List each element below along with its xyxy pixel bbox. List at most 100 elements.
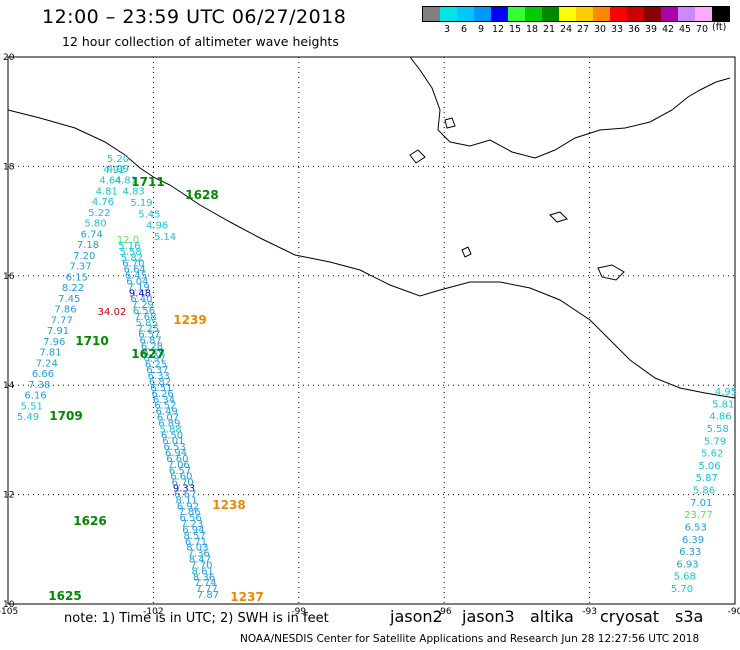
legend-label: 30 (593, 24, 607, 35)
swh-label: 5.06 (698, 461, 720, 472)
lon-tick-label: -90 (728, 607, 740, 617)
swh-label: 6.39 (682, 535, 704, 546)
legend-swatch (678, 7, 695, 21)
lake-outline (409, 149, 426, 164)
swh-label: 5.81 (712, 399, 734, 410)
page-subtitle: 12 hour collection of altimeter wave hei… (62, 34, 339, 49)
lat-tick-label: 10 (3, 600, 15, 610)
lon-tick-label: -105 (0, 607, 18, 617)
swh-label: 7.06 (168, 460, 190, 471)
pass-time-label: 1628 (185, 188, 218, 202)
swh-label: 6.60 (170, 472, 192, 483)
swh-label: 5.45 (138, 209, 160, 220)
swh-label: 4.86 (709, 412, 731, 423)
legend-label: 33 (610, 24, 624, 35)
legend-label: 45 (678, 24, 692, 35)
swh-label: 7.25 (137, 324, 159, 335)
swh-label: 5.49 (17, 412, 39, 423)
satellite-jason3: jason3 (462, 607, 515, 626)
swh-label: 6.53 (685, 522, 707, 533)
lon-tick-label: -96 (437, 607, 452, 617)
swh-label: 5.58 (120, 247, 142, 258)
swh-label: 4.96 (146, 221, 168, 232)
swh-label: 6.92 (177, 501, 199, 512)
swh-label: 6.16 (24, 391, 46, 402)
swh-label: 6.34 (153, 395, 175, 406)
swh-label: 8.57 (184, 531, 206, 542)
map-frame (7, 56, 736, 605)
swh-label: 6.89 (158, 418, 180, 429)
swh-label: 6.56 (180, 513, 202, 524)
swh-label: 6.71 (185, 537, 207, 548)
swh-label: 5.58 (707, 424, 729, 435)
swh-label: 8.22 (62, 283, 84, 294)
swh-label: 5.68 (674, 572, 696, 583)
pass-time-label: 1711 (131, 175, 164, 189)
swh-label: 5.62 (701, 449, 723, 460)
pass-time-label: 1625 (48, 589, 81, 603)
swh-label: 7.91 (47, 326, 69, 337)
swh-label: 7.20 (73, 251, 95, 262)
swh-label: 6.28 (141, 342, 163, 353)
satellite-altika: altika (530, 607, 574, 626)
swh-label: 7.70 (190, 560, 212, 571)
lon-tick-label: -93 (582, 607, 597, 617)
swh-label: 7.68 (134, 312, 156, 323)
swh-label: 6.70 (172, 478, 194, 489)
legend-label: 70 (695, 24, 709, 35)
swh-label: 5.22 (88, 208, 110, 219)
pass-time-label: 1626 (73, 514, 106, 528)
swh-label: 6.49 (142, 347, 164, 358)
legend-swatch (440, 7, 457, 21)
swh-label: 6.87 (140, 336, 162, 347)
swh-label: 7.45 (58, 294, 80, 305)
swh-label: 6.33 (679, 547, 701, 558)
legend-swatch (661, 7, 678, 21)
lat-tick-label: 18 (3, 162, 15, 172)
legend-swatch (542, 7, 559, 21)
swh-label: 6.74 (81, 229, 103, 240)
swh-label: 7.01 (690, 498, 712, 509)
swh-label: 6.57 (138, 330, 160, 341)
swh-label: 4.64 (99, 176, 121, 187)
swh-label: 6.33 (148, 371, 170, 382)
swh-label: 6.56 (133, 306, 155, 317)
legend-swatch (491, 7, 508, 21)
swh-label: 8.03 (186, 543, 208, 554)
legend-swatch (457, 7, 474, 21)
swh-label: 7.23 (181, 519, 203, 530)
swh-label: 6.53 (164, 442, 186, 453)
swh-label: 8.47 (189, 555, 211, 566)
pass-time-label: 1237 (230, 590, 263, 604)
swh-label: 5.87 (696, 473, 718, 484)
swh-label: 23.77 (684, 510, 713, 521)
legend-swatch (474, 7, 491, 21)
swh-label: 5.82 (121, 253, 143, 264)
swh-label: 5.79 (704, 436, 726, 447)
swh-label: 9.33 (173, 484, 195, 495)
legend-label: 15 (508, 24, 522, 35)
swh-label: 6.70 (122, 259, 144, 270)
swh-labels: 5.204.924.644.814.765.225.806.747.187.20… (17, 154, 737, 604)
swh-label: 4.83 (123, 187, 145, 198)
gulf-coastline (409, 56, 731, 159)
swh-label: 5.14 (154, 232, 176, 243)
legend-swatch (712, 7, 729, 21)
lon-tick-label: -102 (143, 607, 163, 617)
swh-label: 8.11 (176, 495, 198, 506)
legend-label: 12 (491, 24, 505, 35)
satellite-cryosat: cryosat (600, 607, 660, 626)
legend-swatch (610, 7, 627, 21)
pass-time-label: 1627 (131, 347, 164, 361)
legend-label: 42 (661, 24, 675, 35)
swh-label: 5.80 (84, 219, 106, 230)
legend-label: 3 (443, 24, 451, 35)
swh-label: 7.86 (54, 305, 76, 316)
swh-label: 34.02 (98, 307, 127, 318)
lake-outline (444, 117, 456, 129)
coastline (7, 56, 736, 399)
swh-label: 6.94 (182, 525, 204, 536)
swh-label: 6.97 (144, 353, 166, 364)
swh-label: 7.96 (43, 337, 65, 348)
